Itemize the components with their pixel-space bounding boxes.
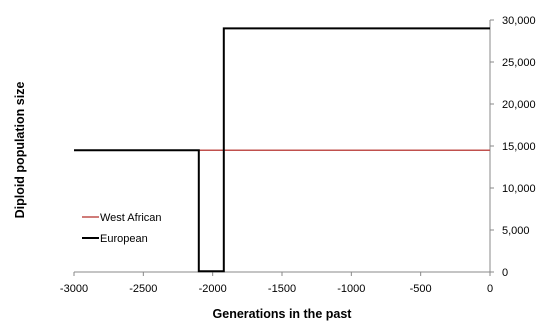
- x-axis-title: Generations in the past: [213, 307, 353, 321]
- x-tick-label: -3000: [60, 283, 88, 295]
- y-tick-label: 25,000: [502, 57, 536, 69]
- y-tick-label: 15,000: [502, 141, 536, 153]
- x-tick-label: -1500: [268, 283, 296, 295]
- series-layer: [74, 27, 490, 273]
- legend-label: West African: [100, 212, 162, 224]
- legend-label: European: [100, 233, 148, 245]
- x-tick-label: -2500: [129, 283, 157, 295]
- y-tick-label: 30,000: [502, 15, 536, 27]
- y-axis-title: Diploid population size: [13, 82, 27, 219]
- x-tick-label: -500: [410, 283, 432, 295]
- x-axis-ticks: -3000 -2500 -2000 -1500 -1000 -500 0: [60, 272, 493, 295]
- x-tick-label: -2000: [199, 283, 227, 295]
- y-tick-label: 0: [502, 267, 508, 279]
- legend: West African European: [82, 212, 162, 245]
- y-axis-ticks: 0 5,000 10,000 15,000 20,000 25,000 30,000: [490, 15, 536, 279]
- x-tick-label: -1000: [337, 283, 365, 295]
- y-tick-label: 5,000: [502, 225, 530, 237]
- series-line-european: [74, 27, 490, 273]
- y-tick-label: 10,000: [502, 183, 536, 195]
- y-tick-label: 20,000: [502, 99, 536, 111]
- x-tick-label: 0: [487, 283, 493, 295]
